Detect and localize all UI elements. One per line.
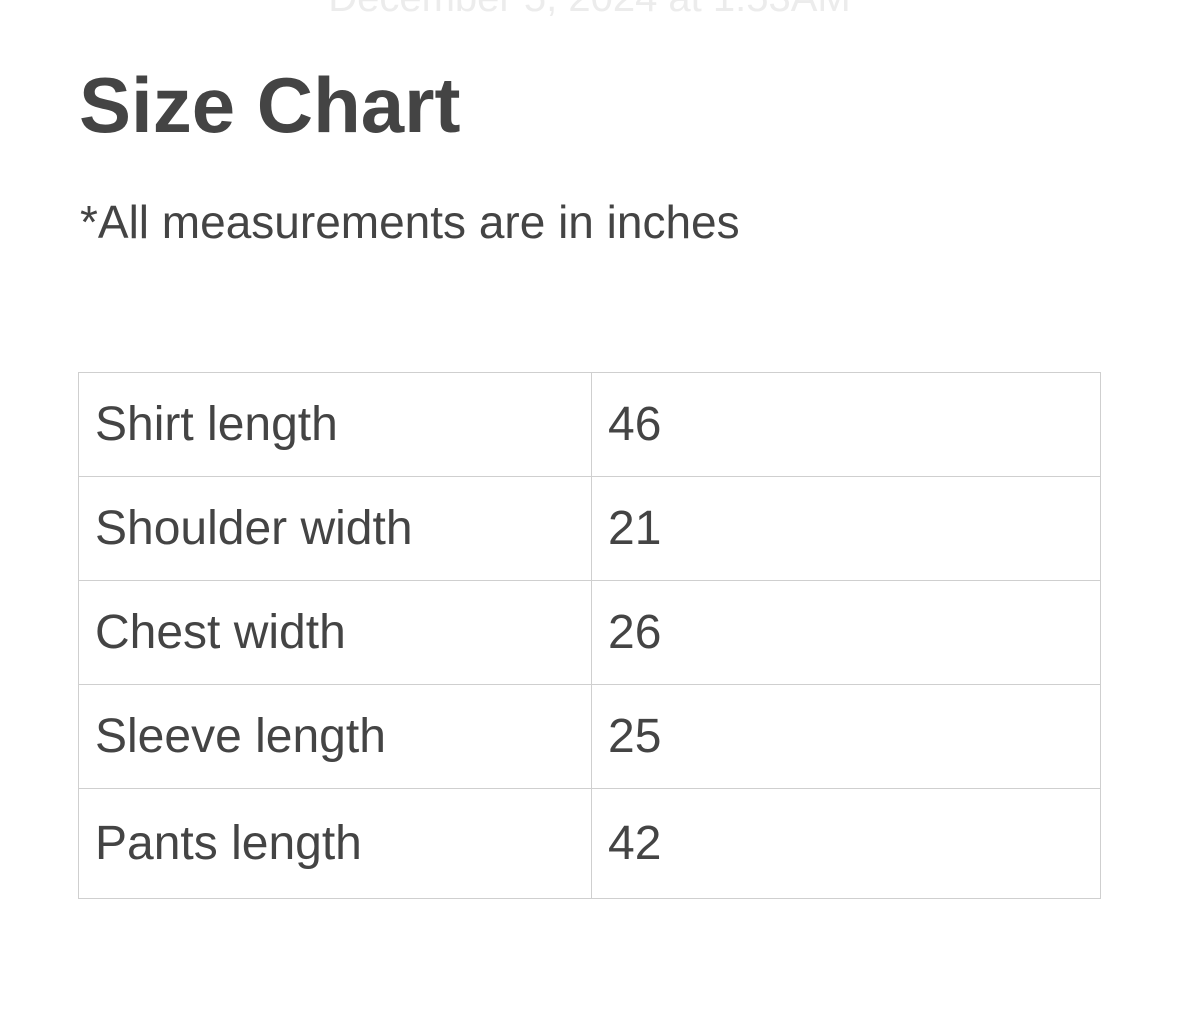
measurement-value: 26 [591,580,1101,685]
measurement-name: Pants length [78,788,592,899]
table-body: Shirt length 46 Shoulder width 21 Chest widt… [78,372,1101,899]
table-row: Chest width 26 [78,580,1101,685]
measurement-name: Chest width [78,580,592,685]
measurement-value: 21 [591,476,1101,581]
table-row: Shirt length 46 [78,372,1101,477]
timestamp: December 5, 2024 at 1:53AM [0,0,1179,21]
measurement-name: Sleeve length [78,684,592,789]
table-row: Shoulder width 21 [78,476,1101,581]
measurement-value: 46 [591,372,1101,477]
measurement-value: 25 [591,684,1101,789]
table-row: Sleeve length 25 [78,684,1101,789]
measurement-name: Shoulder width [78,476,592,581]
table-row: Pants length 42 [78,788,1101,899]
size-table: Shirt length 46 Shoulder width 21 Chest widt… [78,372,1101,899]
title: Size Chart [79,61,461,149]
measurement-name: Shirt length [78,372,592,477]
measurement-value: 42 [591,788,1101,899]
note: *All measurements are in inches [80,196,740,248]
